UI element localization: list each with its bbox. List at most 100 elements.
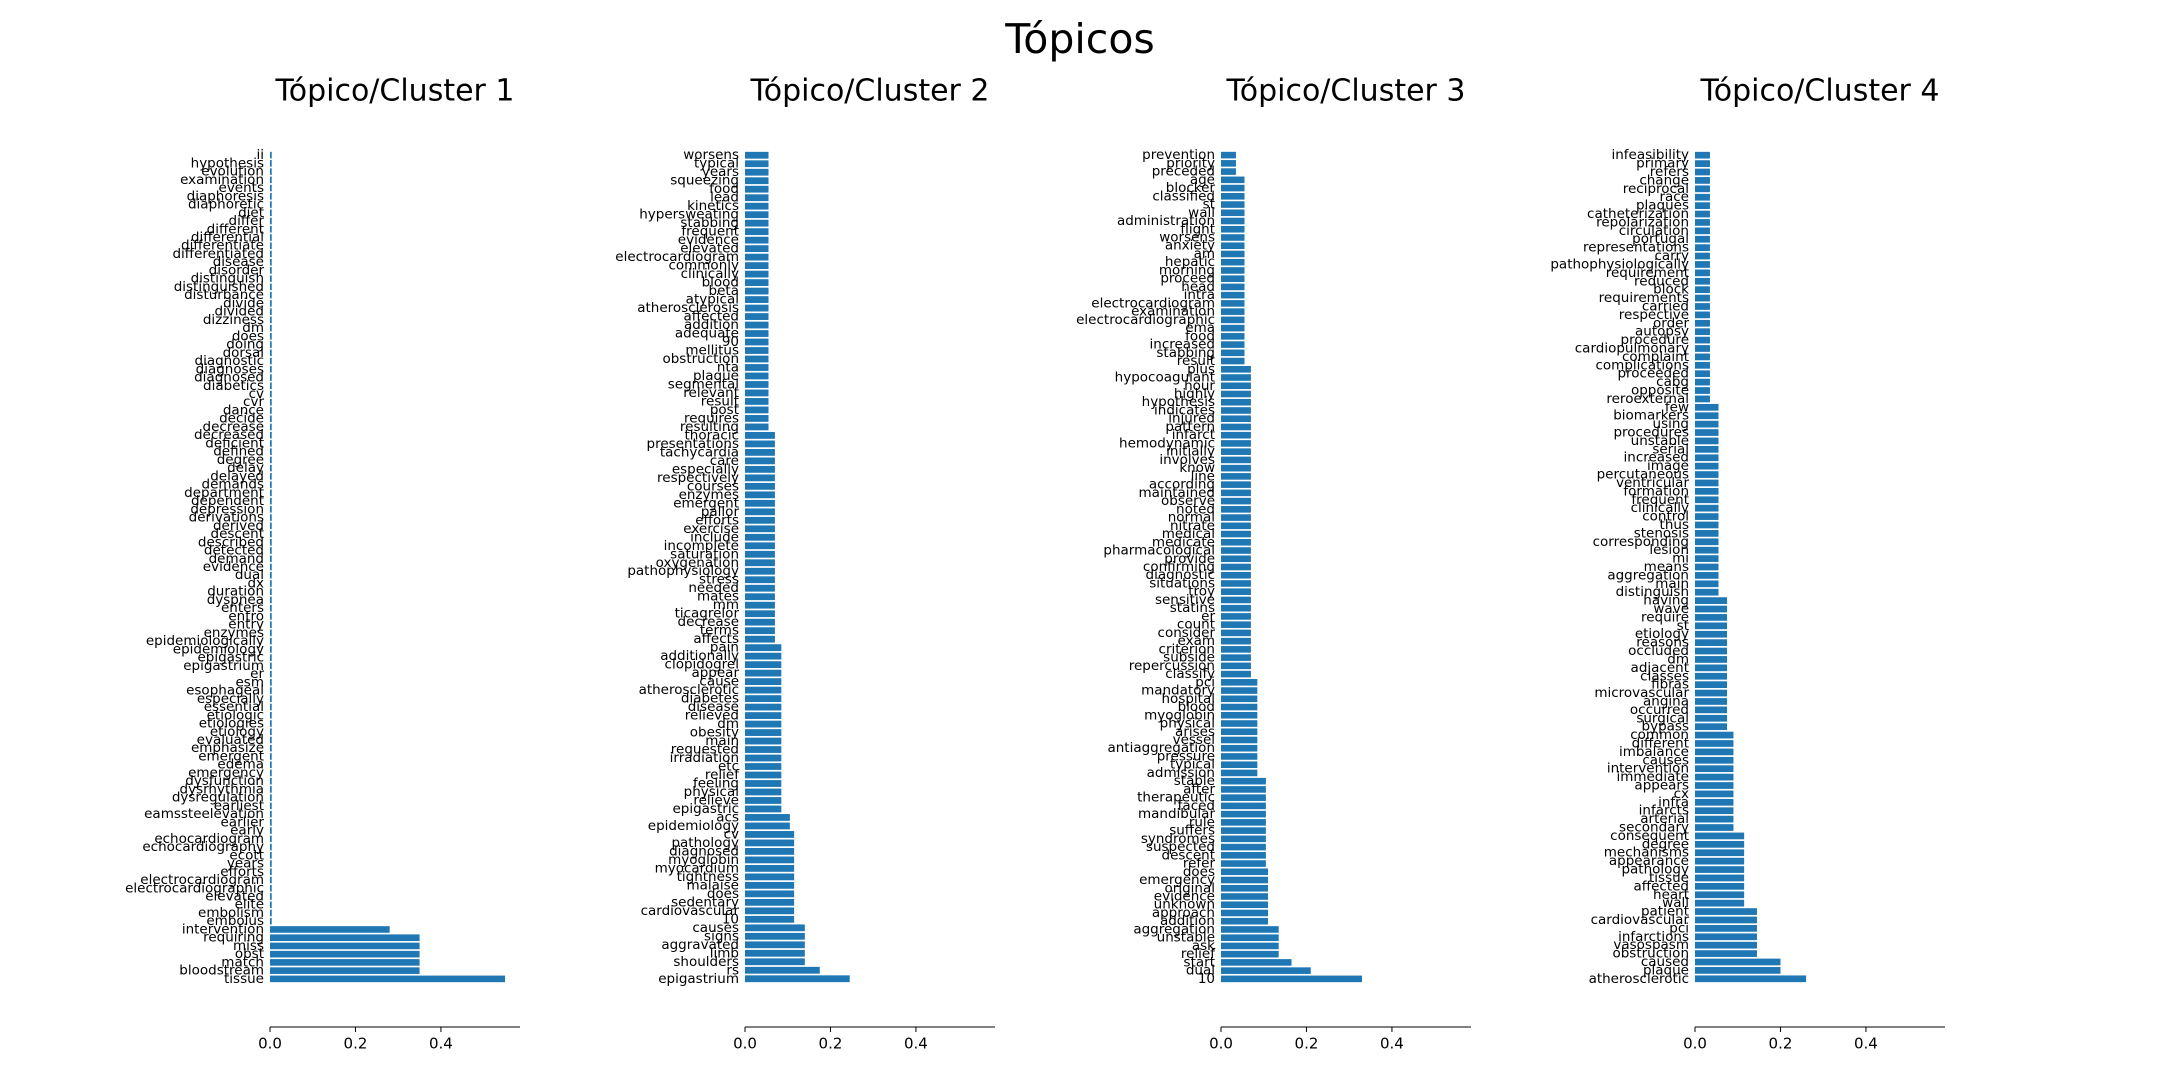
bar: [745, 805, 782, 813]
bar: [1221, 860, 1266, 867]
y-tick-label: pain: [710, 640, 739, 656]
y-tick-label: dysrhythmia: [180, 781, 264, 797]
y-tick-label: diagnosed: [194, 370, 264, 386]
bar: [270, 324, 272, 332]
bar: [270, 151, 272, 159]
y-tick-label: exercise: [683, 521, 739, 537]
subplot: Tópico/Cluster 3 preventionprioritypreced…: [1076, 74, 1471, 1053]
bar: [270, 184, 272, 192]
bar: [1221, 398, 1251, 406]
bar: [745, 932, 805, 940]
bar: [1221, 308, 1245, 315]
y-tick-label: diagnostic: [1146, 567, 1215, 583]
bar: [1695, 185, 1710, 193]
y-tick-label: immediate: [1616, 769, 1689, 785]
y-tick-label: years: [702, 164, 739, 180]
bar: [270, 654, 272, 661]
y-tick-label: cx: [1674, 786, 1689, 802]
bar: [1221, 366, 1251, 373]
y-tick-label: medical: [1162, 526, 1215, 542]
y-tick-label: affects: [693, 631, 739, 647]
y-tick-label: differ: [229, 213, 265, 229]
bar: [270, 522, 272, 530]
bar: [270, 506, 272, 513]
bar: [1695, 647, 1728, 655]
bar: [1695, 664, 1728, 672]
bar: [1221, 423, 1251, 431]
y-tick-label: terms: [700, 623, 739, 639]
bar: [1221, 514, 1251, 521]
bar: [1695, 488, 1719, 495]
bar: [745, 287, 769, 295]
y-tick-label: troy: [1188, 584, 1215, 600]
y-tick-label: flight: [1180, 221, 1215, 237]
bar: [1221, 242, 1245, 250]
y-tick-label: etc: [718, 759, 739, 775]
y-tick-label: highly: [1174, 386, 1215, 402]
y-tick-label: circulation: [1619, 223, 1689, 239]
y-tick-label: saturation: [670, 546, 739, 562]
bar: [1221, 753, 1258, 760]
y-tick-label: food: [1185, 328, 1215, 344]
bar: [1695, 244, 1710, 252]
bar: [745, 372, 769, 380]
bar: [745, 406, 769, 414]
y-tick-label: main: [1655, 576, 1689, 592]
bar: [745, 703, 782, 711]
bar: [745, 958, 805, 966]
y-tick-label: thus: [1660, 517, 1689, 533]
y-tick-label: relief: [705, 767, 740, 783]
y-tick-label: requirement: [1606, 265, 1689, 281]
y-tick-label: er: [1201, 608, 1215, 624]
y-tick-label: pathophysiology: [627, 563, 739, 579]
y-tick-label: epigastrium: [658, 971, 739, 987]
y-tick-label: electrocardiogram: [1091, 295, 1215, 311]
y-tick-label: different: [1632, 735, 1689, 751]
bar: [745, 678, 782, 686]
bar: [270, 267, 272, 274]
y-tick-label: mandatory: [1141, 683, 1215, 699]
bar: [1695, 429, 1719, 436]
bar: [270, 794, 272, 801]
bar: [270, 374, 272, 381]
y-tick-label: relieved: [685, 708, 739, 724]
y-tick-label: dysfunction: [185, 773, 264, 789]
bar: [1695, 513, 1719, 520]
y-tick-label: cardiopulmonary: [1575, 340, 1689, 356]
bar: [270, 473, 272, 480]
y-tick-label: does: [707, 886, 739, 902]
y-tick-label: detected: [204, 543, 264, 559]
bar: [1695, 521, 1719, 529]
y-tick-label: increased: [1150, 337, 1215, 353]
y-tick-label: electrocardiogram: [140, 872, 264, 888]
bar: [270, 234, 272, 241]
y-tick-label: observe: [1161, 493, 1215, 509]
bar: [270, 258, 272, 266]
bar: [1221, 497, 1251, 505]
bar: [745, 746, 782, 753]
bar: [1221, 464, 1251, 472]
bar: [270, 423, 272, 431]
bar: [1221, 234, 1245, 241]
y-tick-label: medicate: [1152, 534, 1215, 550]
y-tick-label: diagnosed: [669, 843, 739, 859]
bar: [1221, 382, 1251, 390]
bar: [745, 729, 782, 736]
bar: [745, 576, 775, 584]
y-tick-label: decide: [219, 411, 264, 427]
subplot-title: Tópico/Cluster 1: [274, 74, 514, 109]
bar: [270, 786, 272, 793]
y-tick-label: complications: [1596, 357, 1690, 373]
y-tick-label: imbalance: [1619, 744, 1689, 760]
bar: [745, 864, 795, 872]
bar: [1221, 852, 1266, 859]
bar: [1221, 184, 1245, 192]
y-tick-label: proceed: [1160, 271, 1215, 287]
y-tick-label: care: [710, 453, 739, 469]
y-tick-label: especially: [197, 691, 264, 707]
bar: [1221, 613, 1251, 620]
bar: [270, 901, 272, 909]
y-tick-label: appear: [691, 665, 739, 681]
bar: [745, 389, 769, 397]
bar: [270, 975, 506, 983]
